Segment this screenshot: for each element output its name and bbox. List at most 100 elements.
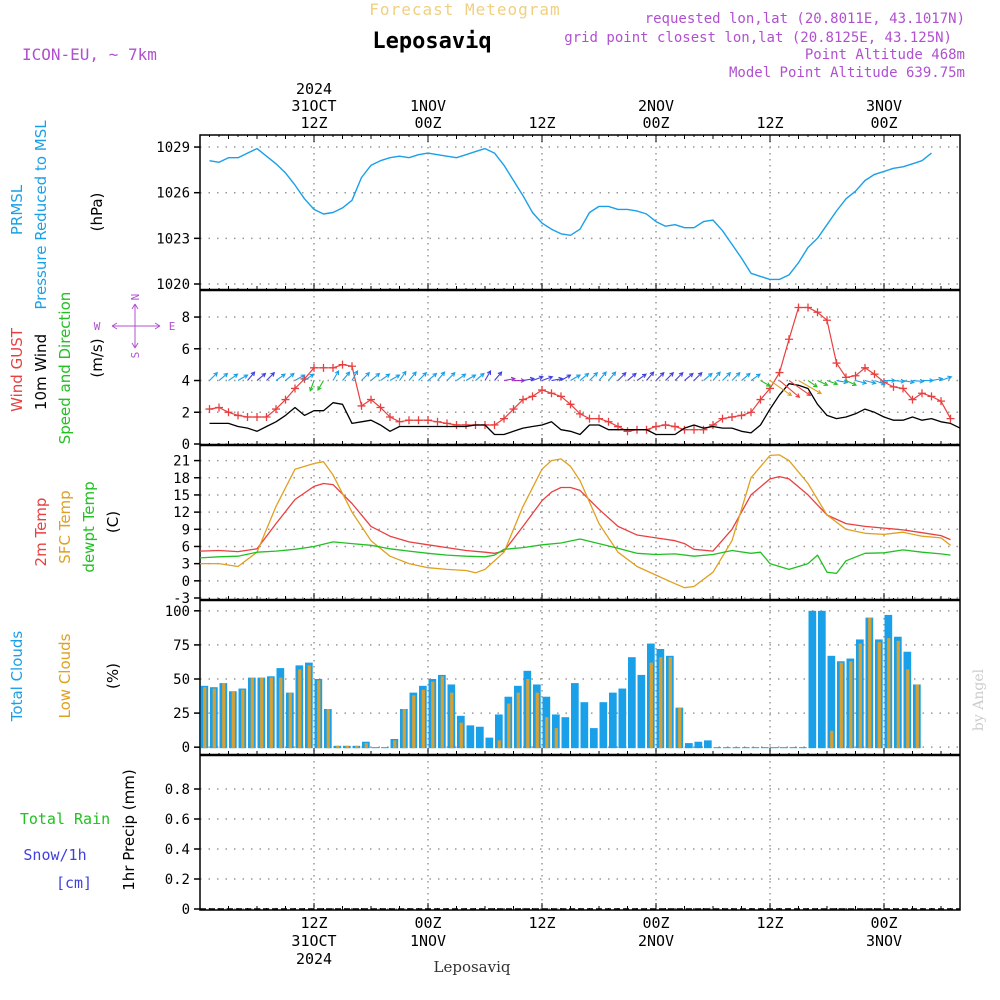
wind-direction-arrow: [636, 373, 647, 381]
gust-marker: [823, 316, 831, 325]
y-tick-label: 9: [182, 522, 190, 538]
wind-direction-arrow: [902, 379, 915, 385]
gust-marker: [424, 416, 432, 425]
bottom-time-label: 00Z: [870, 914, 897, 932]
low-cloud-bar: [222, 683, 226, 749]
bottom-time-label: 1NOV: [410, 932, 446, 950]
low-cloud-bar: [497, 740, 501, 749]
gust-marker: [737, 411, 746, 420]
low-cloud-bar: [326, 709, 330, 749]
gust-marker: [671, 422, 679, 431]
wind-direction-arrow: [570, 374, 582, 381]
total-cloud-bar: [495, 714, 503, 749]
low-cloud-bar: [526, 679, 530, 749]
y-tick-label: 18: [173, 471, 190, 487]
total-cloud-bar: [713, 747, 722, 749]
low-cloud-bar: [459, 722, 463, 749]
wind-direction-arrow: [408, 371, 417, 381]
wind-direction-arrow: [532, 375, 544, 382]
gust-marker: [462, 420, 470, 429]
total-cloud-bar: [799, 747, 807, 749]
gust-marker: [253, 413, 261, 422]
low-cloud-bar: [554, 728, 558, 749]
total-cloud-bar: [580, 702, 589, 749]
total-cloud-bar: [561, 717, 570, 749]
y-tick-label: -3: [173, 591, 190, 607]
low-cloud-bar: [260, 677, 264, 749]
total-clouds-label: Total Clouds: [8, 631, 26, 723]
gust-marker: [348, 362, 356, 371]
gust-marker: [224, 408, 233, 417]
wind-direction-arrow: [294, 374, 306, 381]
wind-direction-arrow: [617, 371, 627, 381]
gust-marker: [500, 414, 508, 423]
gust-marker: [747, 408, 755, 417]
gust-marker: [205, 405, 214, 414]
y-tick-label: 1029: [156, 140, 190, 156]
total-cloud-bar: [466, 725, 475, 749]
wind-direction-arrow: [361, 371, 371, 381]
top-time-label: 00Z: [414, 114, 441, 132]
requested-coords: requested lon,lat (20.8011E, 43.1017N): [645, 11, 965, 27]
wind-direction-arrow: [380, 373, 391, 381]
gust-marker: [243, 413, 252, 422]
low-cloud-bar: [231, 691, 235, 749]
low-cloud-bar: [659, 657, 663, 749]
wind-direction-arrow: [256, 372, 267, 381]
top-time-label: 12Z: [756, 114, 783, 132]
gust-marker: [937, 397, 945, 406]
total-cloud-bar: [761, 747, 769, 749]
y-tick-label: 4: [182, 374, 190, 390]
wind-direction-arrow: [874, 380, 886, 386]
y-tick-label: 12: [173, 505, 190, 521]
bottom-time-label: 12Z: [528, 914, 555, 932]
gust-marker: [652, 422, 660, 431]
low-cloud-bar: [421, 689, 425, 749]
total-cloud-bar: [780, 747, 788, 749]
top-time-label: 1NOV: [410, 97, 446, 115]
closest-coords: grid point closest lon,lat (20.8125E, 43…: [564, 30, 952, 46]
bottom-time-label: 2NOV: [638, 932, 674, 950]
total-cloud-bar: [599, 702, 608, 749]
y-tick-label: 0.4: [165, 842, 190, 858]
low-cloud-bar: [649, 662, 653, 749]
low-cloud-bar: [336, 745, 340, 749]
wind-direction-arrow: [646, 371, 655, 381]
wind-direction-arrow: [741, 372, 751, 381]
y-tick-label: 1023: [156, 231, 190, 247]
total-cloud-bar: [609, 692, 617, 749]
low-cloud-bar: [830, 730, 834, 749]
pressure-line: [209, 147, 932, 281]
wind-direction-arrow: [456, 373, 467, 381]
y-tick-label: 6: [182, 342, 190, 358]
total-cloud-bar: [371, 747, 380, 749]
wind-direction-arrow: [247, 371, 256, 381]
wind-direction-arrow: [427, 372, 438, 381]
wind-direction-arrow: [503, 376, 516, 382]
gust-marker: [329, 363, 337, 372]
total-cloud-bar: [751, 747, 760, 749]
gust-marker: [842, 373, 850, 382]
wind-direction-arrow: [437, 371, 446, 381]
snow-label: Snow/1h: [23, 846, 86, 864]
gust-marker: [528, 392, 537, 401]
y-tick-label: 21: [173, 454, 190, 470]
wind-direction-arrow: [218, 372, 229, 381]
gust-marker: [509, 405, 518, 414]
wind-direction-arrow: [484, 370, 492, 381]
wind-direction-arrow: [370, 372, 381, 381]
compass-ew-arrow: [111, 322, 161, 330]
temp-unit: (C): [104, 511, 122, 533]
wind-label: 10m Wind: [32, 334, 50, 410]
gust-marker: [718, 414, 727, 423]
bottom-time-label: 12Z: [756, 914, 783, 932]
wind-direction-arrow: [627, 372, 637, 381]
gust-marker: [832, 359, 841, 368]
dewpt-temp-line: [199, 538, 951, 575]
pressure-unit: (hPa): [88, 193, 106, 232]
wind-direction-arrow: [389, 374, 401, 381]
pressure-label-long: Pressure Reduced to MSL: [32, 120, 50, 310]
gust-marker: [851, 371, 860, 380]
low-cloud-bar: [317, 680, 321, 749]
